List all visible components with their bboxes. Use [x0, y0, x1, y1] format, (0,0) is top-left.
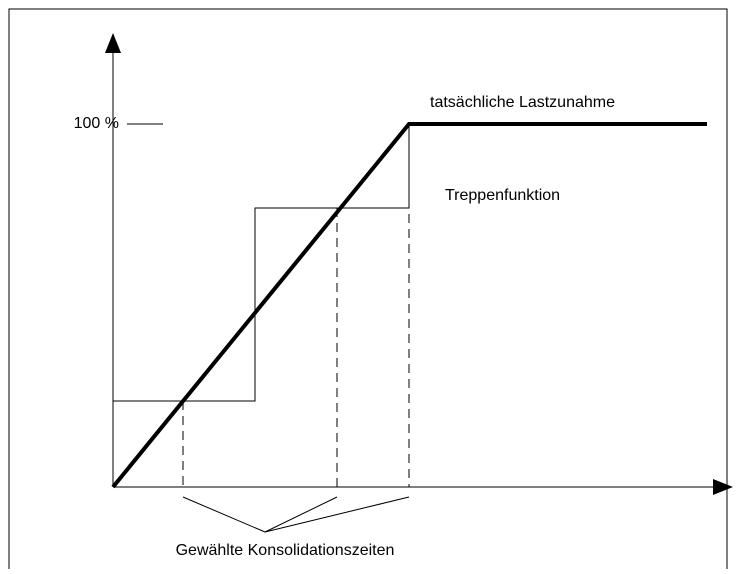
- y-arrow: [105, 33, 121, 53]
- pointer-lines: [182, 496, 410, 533]
- frame: [8, 8, 728, 574]
- steps-label: Treppenfunktion: [445, 187, 560, 204]
- x-arrow: [713, 479, 733, 495]
- times-label: Gewählte Konsolidationszeiten: [176, 542, 395, 559]
- load-curve: [111, 122, 707, 489]
- curve-label: tatsächliche Lastzunahme: [430, 94, 615, 111]
- step-function: [112, 124, 410, 487]
- y-label: 100 %: [74, 115, 119, 132]
- dashed-lines: [182, 124, 410, 487]
